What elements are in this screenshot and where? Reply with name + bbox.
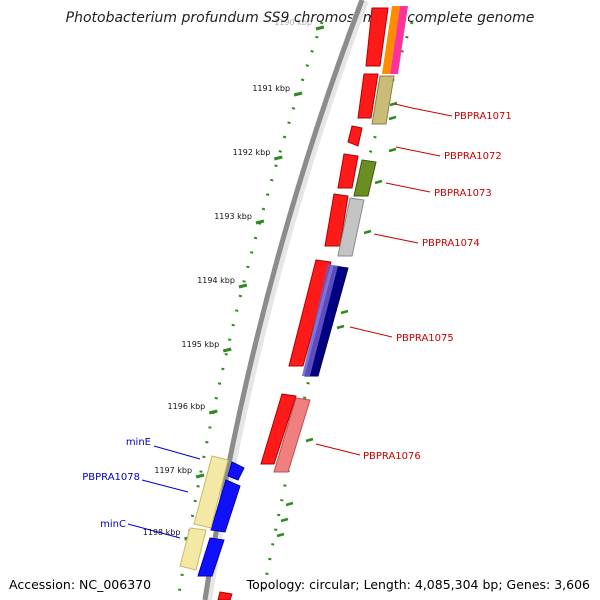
leader-line — [385, 182, 431, 193]
leader-lines — [127, 103, 453, 539]
gene-labels: PBPRA1071 PBPRA1072 PBPRA1073 PBPRA1074 … — [82, 111, 512, 530]
gene-feature — [337, 153, 359, 189]
minor-tick — [305, 437, 314, 443]
gene-feature — [371, 75, 395, 125]
leader-line — [395, 146, 441, 157]
kbp-tick — [273, 155, 283, 161]
gene-feature — [337, 197, 365, 257]
tick-labels: 1190 kbp 1191 kbp 1192 kbp 1193 kbp 1194 kbp… — [143, 18, 312, 537]
kbp-tick-label: 1195 kbp — [182, 340, 220, 349]
gene-feature — [179, 527, 207, 571]
kbp-tick-label: 1197 kbp — [154, 466, 192, 475]
kbp-tick — [293, 91, 303, 97]
kbp-tick-label: 1193 kbp — [214, 212, 252, 221]
gene-feature — [273, 397, 311, 473]
minor-tick — [280, 517, 289, 523]
gene-feature — [390, 6, 408, 74]
leader-line — [373, 233, 419, 244]
gene-feature — [357, 73, 379, 119]
kbp-tick — [255, 219, 265, 225]
kbp-tick-label: 1194 kbp — [197, 276, 235, 285]
minor-tick — [388, 115, 397, 121]
outer-ruler — [260, 21, 414, 600]
gene-feature — [353, 159, 377, 197]
minor-tick — [374, 179, 383, 185]
gene-feature — [227, 461, 245, 481]
gene-label: PBPRA1075 — [396, 333, 454, 344]
kbp-tick-label: 1192 kbp — [233, 148, 271, 157]
minor-tick — [276, 532, 285, 538]
kbp-tick — [222, 347, 232, 353]
minor-tick — [336, 324, 345, 330]
gene-label: PBPRA1073 — [434, 188, 492, 199]
leader-line — [315, 443, 361, 456]
minor-tick — [340, 309, 349, 315]
leader-line — [127, 523, 181, 539]
kbp-tick — [315, 25, 325, 31]
kbp-tick — [238, 283, 248, 289]
kbp-tick-label: 1198 kbp — [143, 528, 181, 537]
kbp-tick-label: 1196 kbp — [168, 402, 206, 411]
gene-label: PBPRA1078 — [82, 472, 140, 483]
gene-feature — [197, 537, 225, 577]
leader-line — [153, 445, 201, 460]
inner-ruler — [176, 21, 324, 600]
gene-label: PBPRA1076 — [363, 451, 421, 462]
minor-tick — [363, 229, 372, 235]
map-title: Photobacterium profundum SS9 chromosome … — [65, 10, 535, 26]
kbp-tick-label: 1190 kbp — [274, 18, 312, 27]
gene-label: PBPRA1074 — [422, 238, 480, 249]
gene-label: minC — [100, 519, 126, 530]
leader-line — [394, 103, 453, 117]
gene-label: minE — [126, 437, 151, 448]
gene-feature — [210, 479, 241, 533]
minor-tick — [285, 501, 294, 507]
gene-feature — [365, 7, 389, 67]
kbp-tick — [195, 473, 205, 479]
gene-feature — [217, 591, 233, 600]
gene-label: PBPRA1071 — [454, 111, 512, 122]
leader-line — [349, 326, 393, 338]
gene-feature — [193, 455, 229, 529]
gene-feature — [288, 259, 332, 367]
gene-feature — [382, 6, 400, 74]
inner-track — [179, 7, 389, 600]
minor-tick — [389, 101, 398, 107]
outer-track — [273, 6, 408, 473]
gene-feature — [260, 393, 297, 465]
gene-label: PBPRA1072 — [444, 151, 502, 162]
gene-feature — [302, 264, 338, 376]
accession-text: Accession: NC_006370 — [9, 577, 152, 592]
minor-tick — [388, 147, 397, 153]
kbp-tick-label: 1191 kbp — [252, 84, 290, 93]
topology-text: Topology: circular; Length: 4,085,304 bp… — [246, 577, 590, 592]
leader-line — [141, 479, 189, 493]
kbp-tick — [208, 409, 218, 415]
gene-feature — [347, 125, 363, 147]
